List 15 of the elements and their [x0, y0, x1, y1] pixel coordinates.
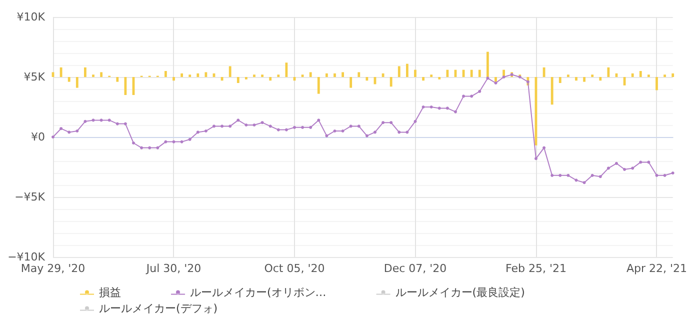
legend-label: 損益 — [99, 286, 121, 299]
y-tick-label: ¥10K — [16, 10, 46, 24]
y-tick-label: ¥5K — [24, 70, 46, 84]
legend-label: ルールメイカー(オリボン… — [190, 286, 326, 299]
y-tick-label: −¥5K — [14, 190, 46, 204]
x-tick-label: Apr 22, '21 — [626, 262, 688, 275]
x-tick-label: Oct 05, '20 — [264, 262, 325, 275]
y-tick-label: ¥0 — [31, 130, 45, 144]
legend-label: ルールメイカー(デフォ) — [99, 302, 218, 315]
x-tick-label: Feb 25, '21 — [505, 262, 566, 275]
x-tick-label: May 29, '20 — [20, 262, 86, 275]
x-tick-label: Jul 30, '20 — [145, 262, 202, 275]
legend-label: ルールメイカー(最良設定) — [395, 286, 525, 299]
y-tick-label: −¥10K — [8, 250, 46, 264]
x-tick-label: Dec 07, '20 — [384, 262, 447, 275]
